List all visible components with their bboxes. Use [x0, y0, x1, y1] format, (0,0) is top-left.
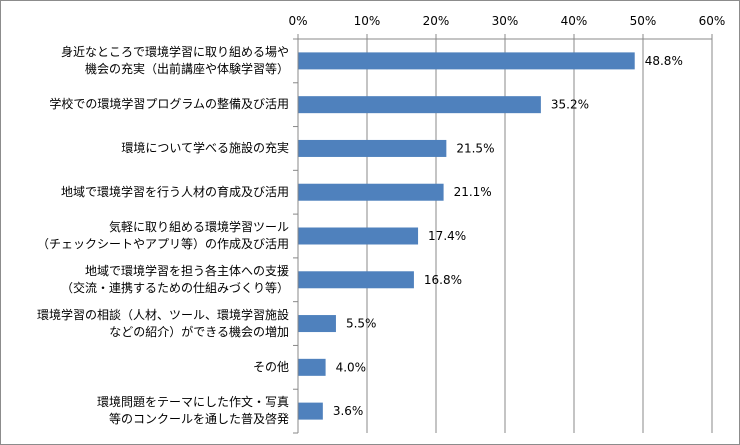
x-tick-label: 20% [423, 14, 450, 28]
bar [298, 271, 414, 289]
bar [298, 52, 635, 70]
category-label: 気軽に取り組める環境学習ツール （チェックシートやアプリ等）の作成及び活用 [36, 220, 289, 251]
x-tick-label: 30% [492, 14, 519, 28]
category-label: 身近なところで環境学習に取り組める場や 機会の充実（出前講座や体験学習等） [60, 44, 289, 76]
bar [298, 358, 326, 376]
category-label: 環境学習の相談（人材、ツール、環境学習施設 などの紹介）ができる機会の増加 [36, 307, 289, 339]
x-tick-label: 0% [288, 14, 307, 28]
bar [298, 183, 444, 201]
bar [298, 402, 323, 420]
category-label: 環境問題をテーマにした作文・写真 等のコンクールを通した普及啓発 [96, 395, 289, 427]
data-label: 3.6% [333, 404, 364, 418]
data-label: 4.0% [336, 360, 367, 374]
category-label: 地域で環境学習を行う人材の育成及び活用 [60, 184, 289, 199]
x-tick-label: 50% [630, 14, 657, 28]
x-tick-label: 40% [561, 14, 588, 28]
data-label: 5.5% [346, 317, 377, 331]
data-label: 21.1% [454, 185, 492, 199]
data-label: 35.2% [551, 98, 589, 112]
data-label: 16.8% [424, 273, 462, 287]
bar [298, 139, 447, 157]
category-label: 学校での環境学習プログラムの整備及び活用 [49, 97, 289, 112]
bar [298, 96, 541, 114]
data-label: 21.5% [456, 141, 494, 155]
data-label: 48.8% [645, 54, 683, 68]
bar [298, 315, 336, 333]
category-label: 地域で環境学習を担う各主体への支援 （交流・連携するための仕組みづくり等） [60, 263, 289, 295]
x-tick-label: 60% [699, 14, 726, 28]
data-label: 17.4% [428, 229, 466, 243]
x-tick-label: 10% [354, 14, 381, 28]
category-label: その他 [252, 359, 289, 374]
bar [298, 227, 419, 245]
category-label: 環境について学べる施設の充実 [121, 140, 289, 155]
